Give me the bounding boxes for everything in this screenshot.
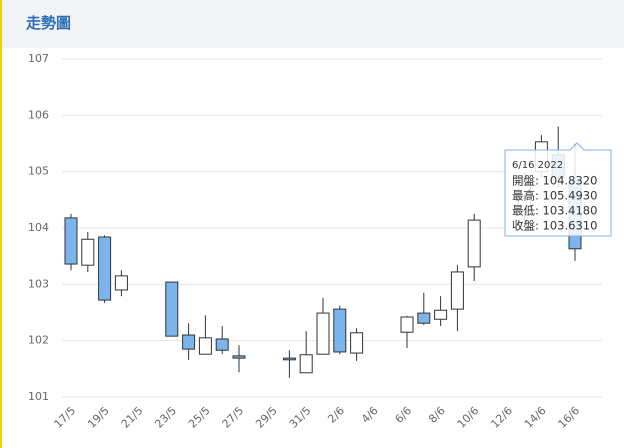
x-tick-label: 10/6 bbox=[455, 404, 482, 431]
x-tick-label: 12/6 bbox=[488, 404, 515, 431]
x-tick-label: 19/5 bbox=[85, 404, 112, 431]
y-tick-label: 104 bbox=[28, 221, 49, 234]
x-tick-label: 21/5 bbox=[119, 404, 146, 431]
y-tick-label: 101 bbox=[28, 390, 49, 403]
candle-body bbox=[299, 354, 313, 374]
candle-body bbox=[316, 312, 330, 355]
candle-body bbox=[215, 338, 229, 351]
y-tick-label: 106 bbox=[28, 108, 49, 121]
candle-body bbox=[434, 309, 448, 320]
x-tick-label: 14/6 bbox=[522, 404, 549, 431]
header-title: 走勢圖 bbox=[2, 0, 624, 48]
candle-body bbox=[282, 357, 296, 361]
candle-body bbox=[232, 355, 246, 359]
x-tick-label: 17/5 bbox=[52, 404, 79, 431]
y-tick-label: 107 bbox=[28, 52, 49, 65]
candle-body bbox=[81, 238, 95, 266]
x-tick-label: 8/6 bbox=[426, 404, 448, 426]
x-tick-label: 6/6 bbox=[393, 404, 415, 426]
tooltip-title: 6/16 2022 bbox=[512, 160, 563, 171]
candle-body bbox=[450, 271, 464, 310]
candle-body bbox=[198, 337, 212, 355]
x-tick-label: 4/6 bbox=[359, 404, 381, 426]
candle-body bbox=[333, 308, 347, 353]
x-tick-label: 31/5 bbox=[287, 404, 314, 431]
tooltip-line: 開盤: 104.8320 bbox=[512, 174, 597, 188]
tooltip-box bbox=[504, 142, 612, 237]
x-tick-label: 25/5 bbox=[186, 404, 213, 431]
y-tick-label: 105 bbox=[28, 165, 49, 178]
candle-body bbox=[417, 312, 431, 324]
tooltip-line: 收盤: 103.6310 bbox=[512, 219, 597, 233]
candle-body bbox=[98, 236, 112, 301]
candle-body bbox=[467, 219, 481, 268]
y-tick-label: 103 bbox=[28, 277, 49, 290]
candle-body bbox=[64, 217, 78, 265]
x-tick-label: 29/5 bbox=[253, 404, 280, 431]
x-tick-label: 27/5 bbox=[220, 404, 247, 431]
x-tick-label: 2/6 bbox=[325, 404, 347, 426]
tooltip-line: 最高: 105.4930 bbox=[512, 189, 597, 203]
candle-body bbox=[114, 275, 128, 291]
x-tick-label: 16/6 bbox=[556, 404, 583, 431]
x-tick-label: 23/5 bbox=[152, 404, 179, 431]
candle-body bbox=[165, 281, 179, 337]
candle-body bbox=[350, 332, 364, 354]
tooltip-line: 最低: 103.4180 bbox=[512, 204, 597, 218]
candle-body bbox=[400, 316, 414, 333]
y-tick-label: 102 bbox=[28, 334, 49, 347]
candle-body bbox=[182, 334, 196, 350]
